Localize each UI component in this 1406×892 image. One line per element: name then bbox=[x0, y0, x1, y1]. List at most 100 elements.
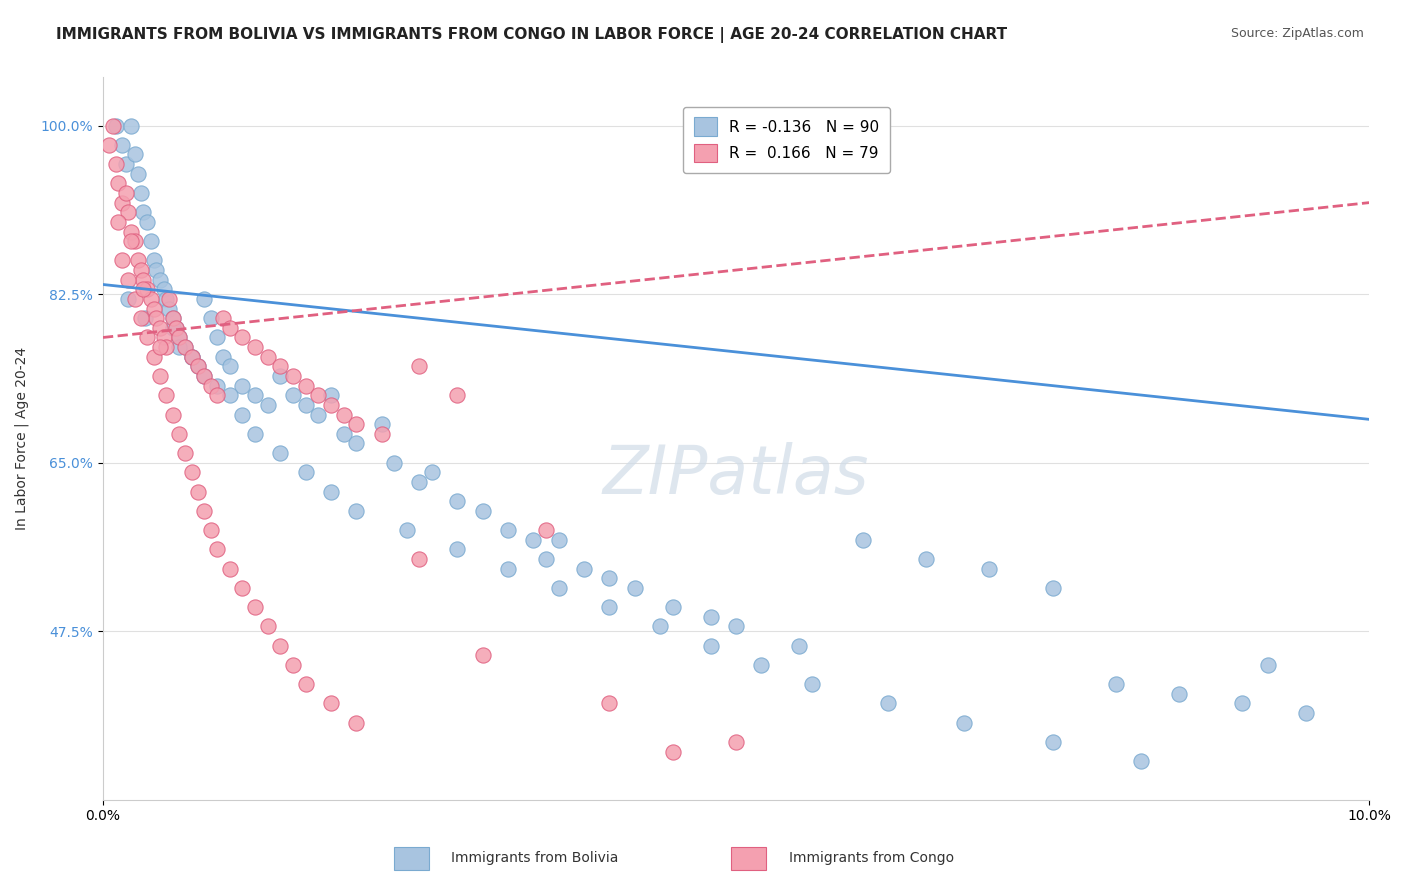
Point bbox=[446, 542, 468, 557]
Point bbox=[623, 581, 645, 595]
Point bbox=[648, 619, 671, 633]
Point bbox=[496, 523, 519, 537]
Point bbox=[174, 446, 197, 460]
Point bbox=[127, 167, 149, 181]
Point bbox=[1042, 735, 1064, 749]
Point bbox=[661, 745, 683, 759]
Point bbox=[598, 697, 620, 711]
Point bbox=[132, 273, 155, 287]
Point bbox=[294, 378, 316, 392]
Point bbox=[420, 465, 443, 479]
Point bbox=[332, 426, 354, 441]
Point bbox=[269, 446, 291, 460]
Point bbox=[145, 311, 167, 326]
Point bbox=[534, 523, 557, 537]
Point bbox=[162, 311, 184, 326]
Point bbox=[193, 369, 215, 384]
Point bbox=[114, 186, 136, 200]
Point bbox=[129, 311, 152, 326]
Point bbox=[205, 330, 228, 344]
Point bbox=[231, 408, 253, 422]
Point bbox=[243, 426, 266, 441]
Point bbox=[167, 330, 190, 344]
Point bbox=[205, 542, 228, 557]
Point bbox=[136, 215, 159, 229]
Point bbox=[162, 408, 184, 422]
Point bbox=[231, 581, 253, 595]
Point bbox=[749, 657, 772, 672]
Point bbox=[162, 311, 184, 326]
Point bbox=[915, 552, 938, 566]
Point bbox=[699, 609, 721, 624]
Point bbox=[152, 282, 174, 296]
Point bbox=[129, 186, 152, 200]
Point bbox=[120, 225, 142, 239]
Point bbox=[344, 504, 367, 518]
Point bbox=[139, 292, 162, 306]
Point bbox=[1105, 677, 1128, 691]
Point bbox=[724, 619, 747, 633]
Point bbox=[1257, 657, 1279, 672]
Point bbox=[149, 273, 172, 287]
Point bbox=[572, 561, 595, 575]
Text: ZIPatlas: ZIPatlas bbox=[603, 442, 869, 508]
Point bbox=[243, 388, 266, 402]
Point bbox=[114, 157, 136, 171]
Bar bbox=[731, 847, 766, 870]
Point bbox=[218, 321, 240, 335]
Point bbox=[408, 552, 430, 566]
Point bbox=[117, 205, 139, 219]
Point bbox=[294, 677, 316, 691]
Point bbox=[142, 253, 165, 268]
Text: Source: ZipAtlas.com: Source: ZipAtlas.com bbox=[1230, 27, 1364, 40]
Text: Immigrants from Bolivia: Immigrants from Bolivia bbox=[450, 851, 619, 865]
Point bbox=[117, 273, 139, 287]
Point bbox=[174, 340, 197, 354]
Point bbox=[162, 321, 184, 335]
Point bbox=[408, 475, 430, 489]
Point bbox=[124, 234, 146, 248]
Point bbox=[1168, 687, 1191, 701]
Point bbox=[117, 292, 139, 306]
Point bbox=[281, 369, 304, 384]
Point bbox=[789, 639, 811, 653]
Point bbox=[107, 177, 129, 191]
Point bbox=[534, 552, 557, 566]
Point bbox=[307, 408, 329, 422]
Point bbox=[547, 533, 569, 547]
Point bbox=[370, 417, 392, 432]
Point bbox=[157, 301, 180, 316]
Point bbox=[243, 340, 266, 354]
Point bbox=[547, 581, 569, 595]
Point bbox=[98, 137, 121, 152]
Point bbox=[496, 561, 519, 575]
Point bbox=[598, 571, 620, 585]
Point bbox=[382, 456, 405, 470]
Point bbox=[281, 388, 304, 402]
Point bbox=[152, 330, 174, 344]
Point bbox=[187, 359, 209, 374]
Point bbox=[111, 195, 134, 210]
Point bbox=[124, 147, 146, 161]
Point bbox=[187, 359, 209, 374]
Point bbox=[344, 417, 367, 432]
Point bbox=[167, 340, 190, 354]
Point bbox=[1232, 697, 1254, 711]
Point bbox=[231, 378, 253, 392]
Point bbox=[200, 523, 222, 537]
Text: IMMIGRANTS FROM BOLIVIA VS IMMIGRANTS FROM CONGO IN LABOR FORCE | AGE 20-24 CORR: IMMIGRANTS FROM BOLIVIA VS IMMIGRANTS FR… bbox=[56, 27, 1007, 43]
Point bbox=[319, 398, 342, 412]
Point bbox=[205, 388, 228, 402]
Point bbox=[319, 697, 342, 711]
Point bbox=[205, 378, 228, 392]
Point bbox=[165, 321, 187, 335]
Point bbox=[180, 465, 202, 479]
Point bbox=[149, 340, 172, 354]
Point bbox=[332, 408, 354, 422]
Point bbox=[522, 533, 544, 547]
Point bbox=[127, 253, 149, 268]
Point bbox=[598, 600, 620, 615]
Point bbox=[212, 350, 235, 364]
Point bbox=[661, 600, 683, 615]
Point bbox=[471, 648, 494, 663]
